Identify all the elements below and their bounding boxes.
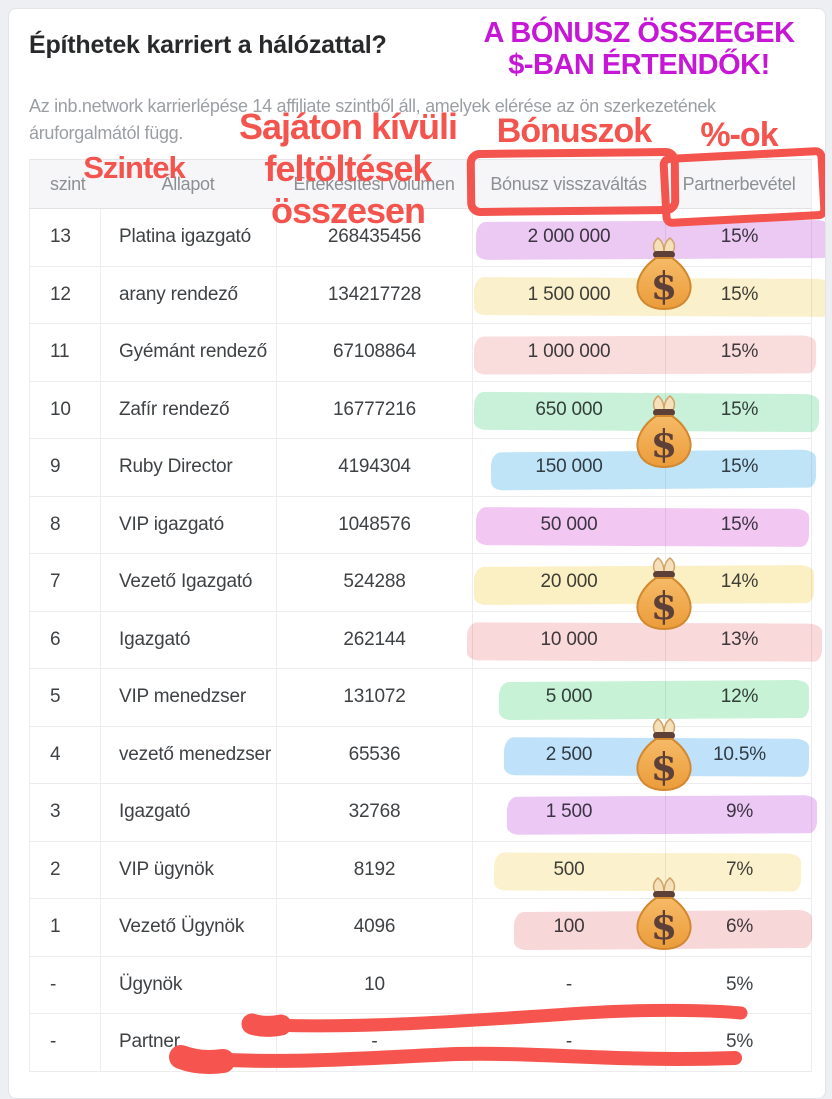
annotation-line: összesen (270, 190, 426, 231)
cell-allapot: Ruby Director (100, 439, 276, 496)
cell-allapot: vezető menedzser (100, 726, 276, 783)
cell-volumen: 67108864 (276, 324, 472, 381)
cell-szint: 11 (50, 341, 70, 363)
cell-szint: 7 (50, 571, 61, 593)
cell-partner: 5% (665, 956, 813, 1013)
annotation-line: A BÓNUSZ ÖSSZEGEK (483, 17, 795, 49)
cell-allapot: Platina igazgató (100, 209, 276, 266)
cell-volumen: 268435456 (276, 209, 472, 266)
cell-szint: - (50, 973, 57, 995)
cell-szint: 9 (50, 456, 61, 478)
annotation-bonuses: Bónuszok (496, 112, 652, 150)
cell-szint: 10 (50, 398, 71, 420)
money-bag-icon (636, 718, 692, 791)
money-bag-icon (636, 877, 692, 950)
cell-allapot: Igazgató (100, 784, 276, 841)
marker-box-bonus-header (466, 147, 680, 217)
cell-volumen: 65536 (276, 726, 472, 783)
cell-allapot: Partner (100, 1014, 276, 1071)
header-allapot: Állapot (161, 173, 215, 194)
cell-szint: - (50, 1031, 57, 1053)
marker-box-percent-header (659, 146, 825, 228)
cell-volumen: - (276, 1014, 472, 1071)
cell-allapot: Vezető Ügynök (100, 899, 276, 956)
page-subtitle: Az inb.network karrierlépése 14 affiliat… (29, 96, 716, 143)
annotation-line: Sajáton kívüli (238, 106, 458, 147)
cell-volumen: 10 (276, 956, 472, 1013)
cell-volumen: 16777216 (276, 381, 472, 438)
cell-allapot: arany rendező (100, 266, 276, 323)
annotation-line: $-BAN ÉRTENDŐK! (508, 49, 770, 81)
cell-szint: 13 (50, 226, 71, 248)
cell-allapot: Vezető Igazgató (100, 554, 276, 611)
table-row: - Ügynök 10 - 5% (29, 956, 813, 1014)
cell-szint: 2 (50, 858, 61, 880)
cell-allapot: VIP menedzser (100, 669, 276, 726)
highlight-marker (498, 679, 810, 721)
cell-szint: 12 (50, 283, 71, 305)
cell-allapot: Igazgató (100, 611, 276, 668)
header-partner: Partnerbevétel (682, 173, 796, 194)
cell-allapot: Zafír rendező (100, 381, 276, 438)
header-bonusz: Bónusz visszaváltás (490, 173, 647, 194)
cell-szint: 5 (50, 686, 61, 708)
career-card: Építhetek karriert a hálózattal? Az inb.… (8, 8, 826, 1099)
money-bag-icon (636, 557, 692, 630)
annotation-bonus-currency-note: A BÓNUSZ ÖSSZEGEK $-BAN ÉRTENDŐK! (449, 17, 825, 81)
cell-volumen: 8192 (276, 841, 472, 898)
header-szint: szint (50, 173, 86, 194)
cell-szint: 6 (50, 628, 61, 650)
money-bag-icon (636, 395, 692, 468)
annotation-line: feltöltések (264, 148, 432, 189)
cell-szint: 3 (50, 801, 61, 823)
cell-volumen: 1048576 (276, 496, 472, 553)
cell-volumen: 134217728 (276, 266, 472, 323)
header-volumen: Értékesítési volumen (293, 173, 455, 194)
highlight-marker (473, 335, 817, 375)
cell-allapot: Ügynök (100, 956, 276, 1013)
cell-volumen: 32768 (276, 784, 472, 841)
cell-volumen: 4194304 (276, 439, 472, 496)
cell-volumen: 131072 (276, 669, 472, 726)
cell-allapot: VIP ügynök (100, 841, 276, 898)
table-header-row: szint Állapot Értékesítési volumen Bónus… (29, 159, 812, 209)
annotation-percents: %-ok (700, 116, 778, 154)
money-bag-icon (636, 237, 692, 310)
table-row: - Partner - - 5% (29, 1014, 812, 1072)
cell-szint: 1 (50, 916, 61, 938)
cell-bonusz: - (472, 956, 665, 1013)
highlight-marker (475, 507, 810, 547)
cell-szint: 4 (50, 743, 61, 765)
cell-allapot: VIP igazgató (100, 496, 276, 553)
highlight-marker (506, 795, 818, 835)
cell-szint: 8 (50, 513, 61, 535)
cell-allapot: Gyémánt rendező (100, 324, 276, 381)
cell-volumen: 262144 (276, 611, 472, 668)
page-title: Építhetek karriert a hálózattal? (29, 31, 387, 59)
cell-bonusz: - (472, 1014, 665, 1071)
cell-partner: 5% (665, 1014, 813, 1071)
cell-volumen: 524288 (276, 554, 472, 611)
annotation-external-volume: Sajáton kívüli feltöltések összesen (223, 106, 473, 232)
annotation-levels: Szintek (83, 150, 186, 185)
cell-volumen: 4096 (276, 899, 472, 956)
